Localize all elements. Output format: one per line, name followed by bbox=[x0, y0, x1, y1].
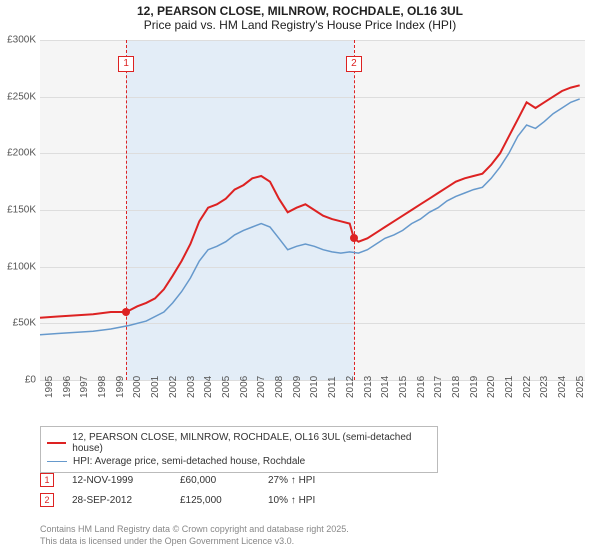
x-tick-label: 1995 bbox=[44, 376, 55, 398]
legend-swatch bbox=[47, 461, 67, 463]
legend-item: 12, PEARSON CLOSE, MILNROW, ROCHDALE, OL… bbox=[47, 431, 431, 455]
y-tick-label: £150K bbox=[7, 205, 36, 216]
x-axis: 1995199619971998199920002001200220032004… bbox=[40, 382, 585, 422]
x-tick-label: 2021 bbox=[504, 376, 515, 398]
x-tick-label: 2011 bbox=[327, 376, 338, 398]
x-tick-label: 2025 bbox=[575, 376, 586, 398]
x-tick-label: 2002 bbox=[168, 376, 179, 398]
event-num-badge: 1 bbox=[40, 473, 54, 487]
x-tick-label: 2024 bbox=[557, 376, 568, 398]
x-tick-label: 2008 bbox=[274, 376, 285, 398]
x-tick-label: 2018 bbox=[451, 376, 462, 398]
series-property bbox=[40, 85, 580, 317]
x-tick-label: 2009 bbox=[292, 376, 303, 398]
chart-lines bbox=[40, 40, 585, 380]
x-tick-label: 1998 bbox=[97, 376, 108, 398]
x-tick-label: 2016 bbox=[416, 376, 427, 398]
event-num-badge: 2 bbox=[40, 493, 54, 507]
event-row: 1 12-NOV-1999 £60,000 27% ↑ HPI bbox=[40, 470, 580, 490]
x-tick-label: 2014 bbox=[380, 376, 391, 398]
event-price: £125,000 bbox=[180, 495, 250, 506]
footer: Contains HM Land Registry data © Crown c… bbox=[40, 524, 580, 547]
x-tick-label: 2007 bbox=[256, 376, 267, 398]
event-point bbox=[350, 234, 358, 242]
event-point bbox=[122, 308, 130, 316]
legend-swatch bbox=[47, 442, 66, 444]
x-tick-label: 2000 bbox=[132, 376, 143, 398]
y-tick-label: £200K bbox=[7, 148, 36, 159]
x-tick-label: 1999 bbox=[115, 376, 126, 398]
footer-line-1: Contains HM Land Registry data © Crown c… bbox=[40, 524, 580, 536]
chart-area: 12 £0£50K£100K£150K£200K£250K£300K bbox=[40, 40, 585, 380]
x-tick-label: 2012 bbox=[345, 376, 356, 398]
x-tick-label: 1996 bbox=[62, 376, 73, 398]
x-tick-label: 2006 bbox=[239, 376, 250, 398]
x-tick-label: 2003 bbox=[186, 376, 197, 398]
x-tick-label: 2015 bbox=[398, 376, 409, 398]
x-tick-label: 1997 bbox=[79, 376, 90, 398]
y-tick-label: £300K bbox=[7, 35, 36, 46]
x-tick-label: 2022 bbox=[522, 376, 533, 398]
plot-background: 12 bbox=[40, 40, 585, 380]
y-tick-label: £100K bbox=[7, 261, 36, 272]
x-tick-label: 2004 bbox=[203, 376, 214, 398]
x-tick-label: 2017 bbox=[433, 376, 444, 398]
y-tick-label: £0 bbox=[25, 375, 36, 386]
legend: 12, PEARSON CLOSE, MILNROW, ROCHDALE, OL… bbox=[40, 426, 438, 473]
event-delta: 27% ↑ HPI bbox=[268, 475, 315, 486]
event-date: 12-NOV-1999 bbox=[72, 475, 162, 486]
event-marker-1: 1 bbox=[118, 56, 134, 72]
legend-label: HPI: Average price, semi-detached house,… bbox=[73, 456, 305, 467]
chart-title: 12, PEARSON CLOSE, MILNROW, ROCHDALE, OL… bbox=[10, 4, 590, 18]
chart-subtitle: Price paid vs. HM Land Registry's House … bbox=[10, 18, 590, 32]
legend-item: HPI: Average price, semi-detached house,… bbox=[47, 455, 431, 468]
events-table: 1 12-NOV-1999 £60,000 27% ↑ HPI 2 28-SEP-2012… bbox=[40, 470, 580, 510]
event-price: £60,000 bbox=[180, 475, 250, 486]
y-axis: £0£50K£100K£150K£200K£250K£300K bbox=[0, 40, 38, 380]
x-tick-label: 2005 bbox=[221, 376, 232, 398]
footer-line-2: This data is licensed under the Open Gov… bbox=[40, 536, 580, 548]
x-tick-label: 2013 bbox=[363, 376, 374, 398]
event-date: 28-SEP-2012 bbox=[72, 495, 162, 506]
x-tick-label: 2001 bbox=[150, 376, 161, 398]
x-tick-label: 2010 bbox=[309, 376, 320, 398]
x-tick-label: 2023 bbox=[539, 376, 550, 398]
series-hpi bbox=[40, 99, 580, 335]
event-delta: 10% ↑ HPI bbox=[268, 495, 315, 506]
legend-label: 12, PEARSON CLOSE, MILNROW, ROCHDALE, OL… bbox=[72, 432, 431, 454]
event-marker-2: 2 bbox=[346, 56, 362, 72]
x-tick-label: 2020 bbox=[486, 376, 497, 398]
y-tick-label: £250K bbox=[7, 91, 36, 102]
x-tick-label: 2019 bbox=[469, 376, 480, 398]
event-row: 2 28-SEP-2012 £125,000 10% ↑ HPI bbox=[40, 490, 580, 510]
y-tick-label: £50K bbox=[13, 318, 36, 329]
